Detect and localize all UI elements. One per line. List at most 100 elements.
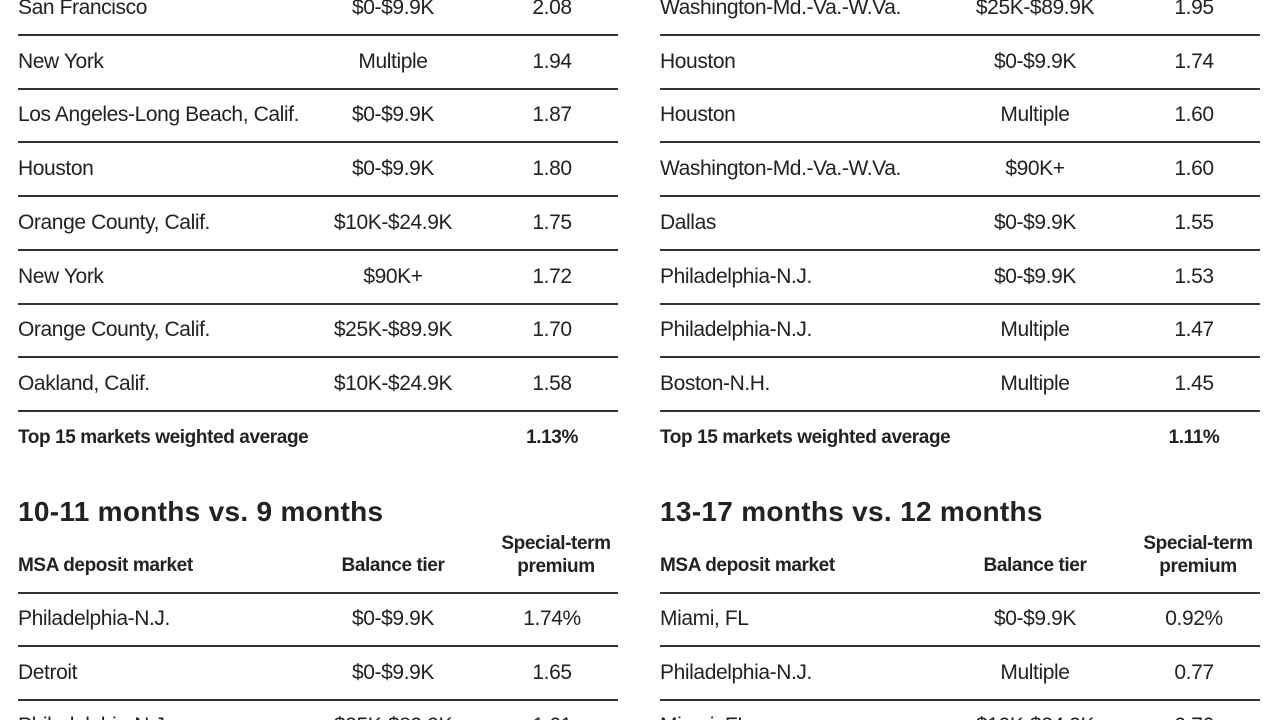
cell-premium: 1.60 <box>1174 103 1214 127</box>
cell-tier: $90K+ <box>363 264 423 288</box>
cell-tier: $25K-$89.9K <box>334 714 453 720</box>
row-divider <box>18 592 618 594</box>
row-divider <box>660 34 1260 36</box>
cell-premium: 1.74 <box>1174 49 1214 73</box>
cell-market: San Francisco <box>18 0 148 19</box>
row-divider <box>18 356 618 359</box>
row-divider <box>660 356 1260 359</box>
cell-premium: 1.58 <box>532 371 572 395</box>
cell-market: Houston <box>660 49 736 73</box>
cell-market: Philadelphia-N.J. <box>660 660 812 684</box>
cell-premium: 1.94 <box>532 49 572 73</box>
row-divider <box>18 195 618 198</box>
cell-market: Dallas <box>660 210 716 234</box>
row-divider <box>18 34 618 36</box>
row-divider <box>18 141 618 144</box>
cell-tier: $25K-$89.9K <box>333 318 453 342</box>
cell-tier: $0-$9.9K <box>351 103 435 127</box>
header-tier: Balance tier <box>983 555 1087 576</box>
summary-value: 1.13% <box>526 426 578 448</box>
cell-tier: Multiple <box>358 49 428 73</box>
cell-tier: $0-$9.9K <box>351 660 435 684</box>
cell-premium: 1.75 <box>532 210 572 234</box>
cell-market: Philadelphia-N.J. <box>660 264 812 288</box>
cell-tier: $90K+ <box>1005 157 1065 181</box>
summary-label: Top 15 markets weighted average <box>18 426 309 448</box>
cell-tier: $0-$9.9K <box>993 264 1077 288</box>
cell-market: New York <box>18 49 104 73</box>
row-divider <box>18 698 618 701</box>
cell-tier: Multiple <box>1000 660 1070 684</box>
cell-tier: $0-$9.9K <box>993 607 1077 630</box>
row-divider <box>660 87 1260 90</box>
cell-market: Philadelphia-N.J. <box>18 714 170 720</box>
row-divider <box>660 248 1260 251</box>
cell-premium: 1.61 <box>532 714 572 720</box>
cell-premium: 1.87 <box>532 103 572 127</box>
cell-premium: 1.74% <box>523 607 581 630</box>
row-divider <box>660 302 1260 305</box>
cell-premium: 2.08 <box>532 0 572 19</box>
cell-tier: $10K-$24.9K <box>333 371 453 395</box>
cell-market: Miami, FL <box>660 607 749 630</box>
cell-premium: 0.76 <box>1174 714 1214 720</box>
cell-market: Los Angeles-Long Beach, Calif. <box>18 103 300 127</box>
cell-premium: 1.70 <box>532 318 572 342</box>
cell-market: Boston-N.H. <box>660 371 770 395</box>
cell-premium: 1.60 <box>1174 157 1214 181</box>
cell-market: Philadelphia-N.J. <box>18 607 170 630</box>
cell-tier: $0-$9.9K <box>351 157 435 181</box>
cell-premium: 1.53 <box>1174 264 1214 288</box>
row-divider <box>18 409 618 412</box>
row-divider <box>660 592 1260 594</box>
cell-tier: Multiple <box>1000 371 1070 395</box>
header-premium: Special-term premium <box>501 533 611 577</box>
header-premium: Special-term premium <box>1143 533 1253 577</box>
cell-market: Washington-Md.-Va.-W.Va. <box>660 157 901 181</box>
cell-market: Houston <box>660 103 736 127</box>
row-divider <box>18 248 618 251</box>
header-market: MSA deposit market <box>660 555 835 576</box>
summary-value: 1.11% <box>1168 426 1220 448</box>
cell-tier: Multiple <box>1000 103 1070 127</box>
cell-premium: 1.47 <box>1174 318 1214 342</box>
cell-tier: $10K-$24.9K <box>333 210 453 234</box>
cell-premium: 1.72 <box>532 264 572 288</box>
cell-market: Orange County, Calif. <box>18 318 210 342</box>
cell-tier: $0-$9.9K <box>993 49 1077 73</box>
cell-market: Houston <box>18 157 94 181</box>
summary-label: Top 15 markets weighted average <box>660 426 951 448</box>
cell-tier: $25K-$89.9K <box>975 0 1095 19</box>
cell-market: Oakland, Calif. <box>18 371 150 395</box>
cell-tier: Multiple <box>1000 318 1070 342</box>
row-divider <box>660 195 1260 198</box>
cell-tier: $0-$9.9K <box>351 0 435 19</box>
header-market: MSA deposit market <box>18 555 193 576</box>
section-title: 10-11 months vs. 9 months <box>18 496 384 527</box>
cell-market: Orange County, Calif. <box>18 210 210 234</box>
cell-market: Miami, FL <box>660 714 749 720</box>
cell-market: Washington-Md.-Va.-W.Va. <box>660 0 901 19</box>
section-title: 13-17 months vs. 12 months <box>660 496 1043 527</box>
cell-premium: 1.95 <box>1174 0 1214 19</box>
cell-tier: $10K-$24.9K <box>976 714 1095 720</box>
cell-premium: 1.80 <box>532 157 572 181</box>
cell-tier: $0-$9.9K <box>351 607 435 630</box>
cell-premium: 1.45 <box>1174 371 1214 395</box>
cell-premium: 0.92% <box>1165 607 1223 630</box>
cell-market: New York <box>18 264 104 288</box>
cell-premium: 1.55 <box>1174 210 1214 234</box>
cell-tier: $0-$9.9K <box>993 210 1077 234</box>
row-divider <box>18 87 618 90</box>
row-divider <box>660 409 1260 412</box>
row-divider <box>18 645 618 647</box>
row-divider <box>660 645 1260 647</box>
row-divider <box>660 698 1260 701</box>
cell-market: Detroit <box>18 660 78 684</box>
cell-premium: 1.65 <box>532 660 572 684</box>
cell-market: Philadelphia-N.J. <box>660 318 812 342</box>
cell-premium: 0.77 <box>1174 660 1214 684</box>
row-divider <box>18 302 618 305</box>
header-tier: Balance tier <box>341 555 445 576</box>
